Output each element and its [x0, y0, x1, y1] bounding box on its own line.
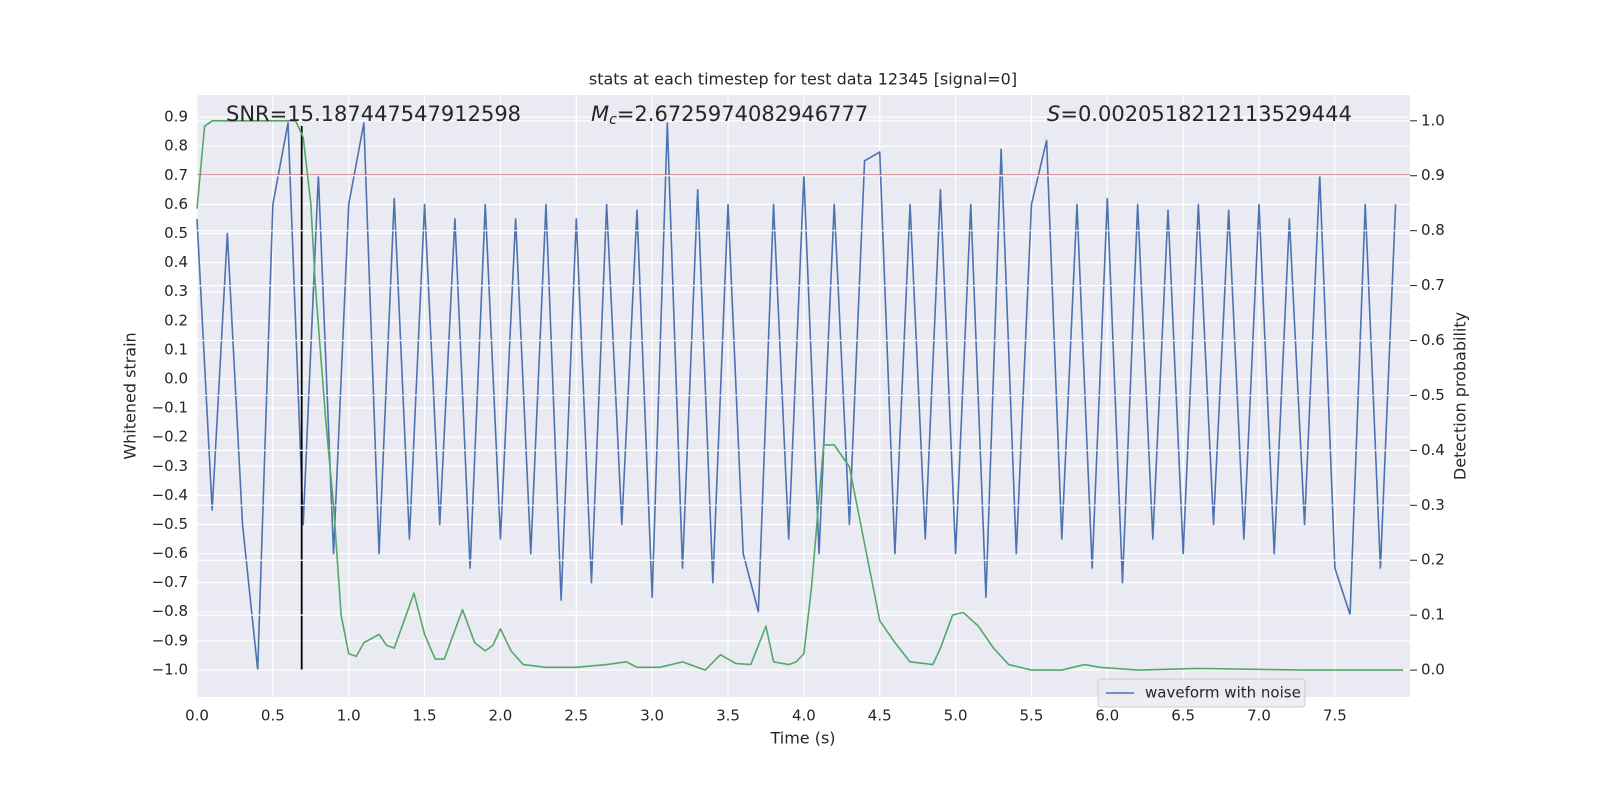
- y2-tick-label: 0.6: [1421, 331, 1445, 349]
- line-series: [196, 122, 1397, 671]
- y-tick-label: −0.9: [152, 631, 188, 649]
- y2-tick-label: 0.8: [1421, 221, 1445, 239]
- x-tick-label: 3.5: [716, 707, 740, 725]
- x-tick-label: 5.5: [1020, 707, 1044, 725]
- y2-tick-label: 0.5: [1421, 386, 1445, 404]
- legend: waveform with noise: [1097, 678, 1306, 708]
- x-tick-label: 6.5: [1171, 707, 1195, 725]
- y-tick-label: 0.4: [164, 253, 188, 271]
- y-tick-label: 0.6: [164, 195, 188, 213]
- y2-tick-label: 0.7: [1421, 276, 1445, 294]
- annotation-symbol: M: [591, 102, 609, 126]
- y2-tick-label: 0.0: [1421, 661, 1445, 679]
- chart-title: stats at each timestep for test data 123…: [589, 70, 1017, 89]
- x-tick-label: 2.0: [489, 707, 513, 725]
- y-tick-label: 0.3: [164, 282, 188, 300]
- annotation-symbol: S: [1047, 102, 1060, 126]
- x-tick-label: 0.5: [261, 707, 285, 725]
- x-tick-label: 1.0: [337, 707, 361, 725]
- annotation-text: =2.6725974082946777: [617, 102, 868, 126]
- x-tick-label: 3.0: [640, 707, 664, 725]
- y2-tick-label: 0.2: [1421, 551, 1445, 569]
- y-tick-label: −0.8: [152, 602, 188, 620]
- y-tick-label: −0.3: [152, 457, 188, 475]
- legend-box: [1097, 678, 1306, 708]
- y-tick-label: 0.0: [164, 369, 188, 387]
- line-series: [196, 120, 1404, 671]
- x-axis-label: Time (s): [769, 729, 835, 748]
- y-tick-label: −0.5: [152, 515, 188, 533]
- x-tick-label: 5.0: [944, 707, 968, 725]
- annotation: SNR=15.187447547912598: [226, 102, 521, 126]
- y-tick-label: −0.2: [152, 428, 188, 446]
- y2-tick-label: 0.3: [1421, 496, 1445, 514]
- annotation-subscript: c: [609, 112, 617, 128]
- y-tick-label: −1.0: [152, 660, 188, 678]
- y-tick-label: 0.1: [164, 340, 188, 358]
- y-tick-label: 0.7: [164, 166, 188, 184]
- y-tick-label: 0.9: [164, 108, 188, 126]
- y-tick-label: 0.2: [164, 311, 188, 329]
- y2-tick-label: 1.0: [1421, 111, 1445, 129]
- x-tick-label: 7.0: [1247, 707, 1271, 725]
- x-tick-label: 6.0: [1095, 707, 1119, 725]
- legend-label: waveform with noise: [1145, 684, 1301, 702]
- x-tick-label: 7.5: [1323, 707, 1347, 725]
- y2-axis-label: Detection probability: [1451, 312, 1470, 480]
- x-tick-label: 4.5: [868, 707, 892, 725]
- y-tick-label: −0.7: [152, 573, 188, 591]
- y-tick-label: −0.4: [152, 486, 188, 504]
- x-tick-label: 0.0: [185, 707, 209, 725]
- annotation-text: SNR=15.187447547912598: [226, 102, 521, 126]
- y-axis-label: Whitened strain: [121, 332, 140, 459]
- y2-tick-label: 0.4: [1421, 441, 1445, 459]
- x-tick-label: 2.5: [564, 707, 588, 725]
- y2-tick-label: 0.1: [1421, 606, 1445, 624]
- y-tick-label: 0.8: [164, 137, 188, 155]
- y2-tick-label: 0.9: [1421, 166, 1445, 184]
- y-tick-label: −0.1: [152, 399, 188, 417]
- y-tick-label: 0.5: [164, 224, 188, 242]
- annotation: S=0.0020518212113529444: [1047, 102, 1352, 126]
- x-tick-label: 4.0: [792, 707, 816, 725]
- y-tick-label: −0.6: [152, 544, 188, 562]
- annotation: Mc=2.6725974082946777: [591, 102, 868, 128]
- annotation-text: =0.0020518212113529444: [1060, 102, 1352, 126]
- x-tick-label: 1.5: [413, 707, 437, 725]
